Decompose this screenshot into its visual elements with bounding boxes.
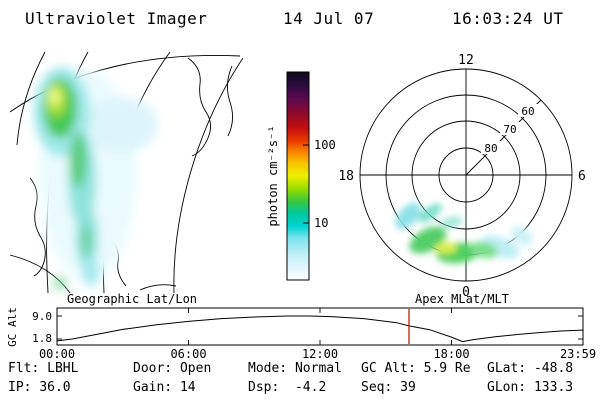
- status-door: Door: Open: [133, 361, 212, 376]
- colorbar-gradient: [286, 71, 310, 281]
- status-gc-alt: GC Alt: 5.9 Re: [361, 361, 471, 376]
- status-gain: Gain: 14: [133, 380, 196, 395]
- xtick-1200: 12:00: [302, 347, 338, 361]
- colorbar-label: photon cm⁻²s⁻¹: [266, 125, 280, 226]
- status-flt: Flt: LBHL: [8, 361, 79, 376]
- ylabel-gc-alt: GC Alt: [6, 307, 19, 347]
- xtick-1800: 18:00: [433, 347, 469, 361]
- aurora-oval-emission: [395, 202, 533, 264]
- geo-map-plot: [9, 51, 244, 294]
- colorbar: 100 10 photon cm⁻²s⁻¹: [266, 71, 336, 281]
- strip-chart-frame: [56, 307, 584, 346]
- xtick-0000: 00:00: [39, 347, 75, 361]
- geo-map-caption: Geographic Lat/Lon: [67, 292, 197, 306]
- aurora-emission: [34, 67, 158, 290]
- ytick-9: 9.0: [32, 310, 52, 323]
- colorbar-tick-100: 100: [314, 138, 336, 152]
- gc-alt-curve: [56, 315, 583, 343]
- mlat-label-80: 80: [484, 142, 497, 155]
- mlt-label-12: 12: [458, 53, 474, 68]
- mlat-label-60: 60: [521, 105, 534, 118]
- status-dsp: Dsp: -4.2: [248, 380, 327, 395]
- header-time: 16:03:24 UT: [452, 9, 564, 28]
- mlt-label-18: 18: [338, 169, 354, 184]
- altitude-strip-chart: 9.0 1.8 GC Alt 00:00 06:00 12:00 18:00 2…: [6, 307, 596, 361]
- mlt-label-6: 6: [578, 169, 586, 184]
- xtick-2359: 23:59: [560, 347, 596, 361]
- xtick-0600: 06:00: [170, 347, 206, 361]
- status-glon: GLon: 133.3: [487, 380, 574, 395]
- colorbar-tick-10: 10: [314, 216, 328, 230]
- coastlines: [29, 57, 233, 291]
- status-ip: IP: 36.0: [8, 380, 71, 395]
- strip-chart-ticks: [56, 308, 584, 345]
- status-seq: Seq: 39: [361, 380, 416, 395]
- mlt-label-0: 0: [462, 285, 470, 300]
- ytick-1-8: 1.8: [32, 332, 52, 345]
- app-title: Ultraviolet Imager: [25, 9, 208, 28]
- header-date: 14 Jul 07: [283, 9, 375, 28]
- mlat-label-70: 70: [503, 123, 516, 136]
- status-mode: Mode: Normal: [248, 361, 342, 376]
- status-glat: GLat: -48.8: [487, 361, 574, 376]
- polar-dial-plot: 60 70 80 12 18 6 0: [338, 53, 585, 300]
- polar-dial-caption: Apex MLat/MLT: [415, 292, 509, 306]
